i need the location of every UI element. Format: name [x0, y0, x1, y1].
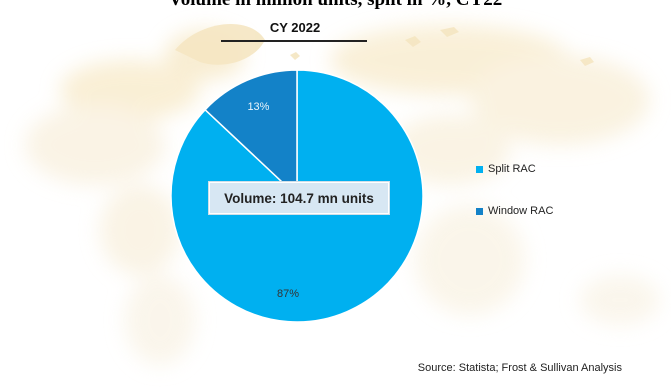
- legend: Split RAC Window RAC: [476, 160, 553, 244]
- subtitle-underline: [221, 40, 367, 42]
- pie-slice-split-rac: [170, 69, 424, 323]
- legend-label-split-rac: Split RAC: [488, 163, 536, 175]
- volume-annotation: Volume: 104.7 mn units: [209, 182, 389, 214]
- legend-item-split-rac: Split RAC: [476, 160, 553, 178]
- data-label-split-rac: 87%: [276, 287, 300, 300]
- legend-item-window-rac: Window RAC: [476, 202, 553, 220]
- legend-label-window-rac: Window RAC: [488, 205, 554, 217]
- chart-title: Volume in million units, split in %, CY2…: [0, 0, 671, 11]
- data-label-window-rac: 13%: [247, 100, 270, 113]
- legend-swatch-split-rac: [476, 165, 483, 173]
- source-note: Source: Statista; Frost & Sullivan Analy…: [417, 362, 622, 374]
- chart-subtitle: CY 2022: [269, 20, 321, 35]
- legend-swatch-window-rac: [476, 207, 483, 215]
- pie-slice-window-rac: [204, 69, 298, 198]
